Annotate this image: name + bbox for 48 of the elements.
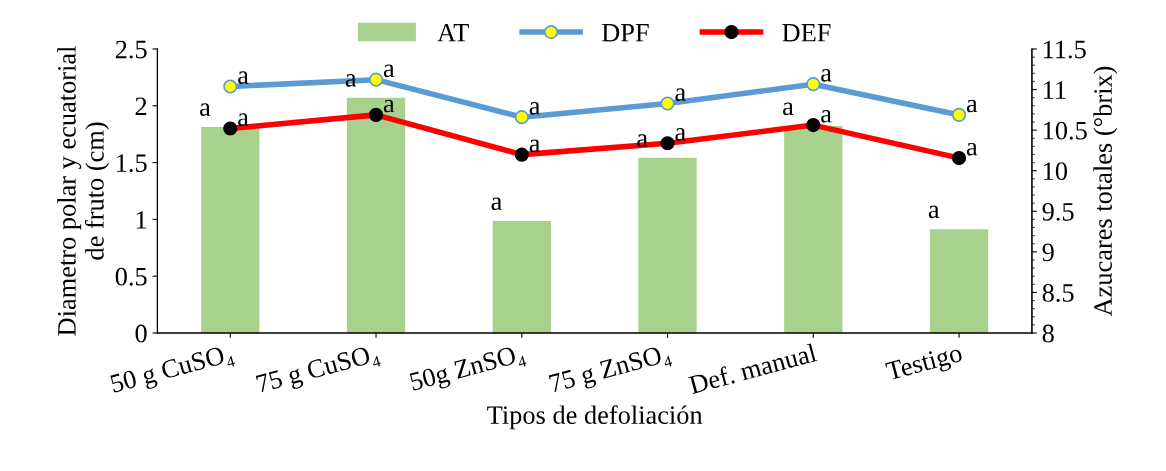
data-label: a <box>529 101 541 115</box>
x-tick-label: 75 g CuSO₄ <box>255 343 382 399</box>
point <box>368 72 384 87</box>
data-label: a <box>928 205 940 219</box>
data-label: a <box>821 109 832 123</box>
y2-tick-label: 10.5 <box>1043 121 1087 140</box>
y2-axis-title: Azucares totales (°brix) <box>1093 66 1118 317</box>
y-axis-title: Diametro polar y ecuatorial de fruto (cm) <box>57 46 110 336</box>
y2-tick-label: 10 <box>1043 162 1068 181</box>
point <box>660 96 675 111</box>
legend-label: DPF <box>601 24 649 42</box>
point <box>951 107 967 122</box>
x-axis-title: Tipos de defoliación <box>487 405 703 430</box>
data-label: a <box>966 142 978 156</box>
x-tick-label: Testigo <box>885 343 965 386</box>
legend-label: AT <box>437 23 469 42</box>
data-label: a <box>383 64 395 78</box>
y2-tick-label: 8 <box>1042 324 1054 343</box>
point <box>223 79 238 94</box>
y-tick-label: 0 <box>135 324 147 343</box>
x-tick-label: 50 g CuSO₄ <box>109 343 236 399</box>
y-tick-label: 0.5 <box>115 267 147 286</box>
y2-tick-label: 9.5 <box>1042 202 1074 221</box>
data-label: a <box>783 102 794 116</box>
point <box>806 77 821 92</box>
y2-tick-label: 9 <box>1042 243 1054 262</box>
y-tick-label: 2 <box>135 97 147 115</box>
y-tick-label: 1.5 <box>117 154 147 173</box>
y2-tick-label: 8.5 <box>1042 284 1074 302</box>
legend-label: DEF <box>782 24 831 42</box>
y-tick-label: 1 <box>136 211 147 229</box>
point <box>514 110 529 125</box>
data-label: a <box>383 99 395 113</box>
y2-tick-label: 11.5 <box>1043 40 1086 59</box>
data-label: a <box>200 103 211 116</box>
data-label: a <box>675 88 686 101</box>
data-label: a <box>966 99 978 113</box>
y2-tick-label: 11 <box>1043 81 1066 99</box>
data-label: a <box>491 197 502 211</box>
data-label: a <box>529 139 541 153</box>
x-tick-label: 50g ZnSO₄ <box>409 343 528 397</box>
data-label: a <box>675 128 686 141</box>
data-label: a <box>821 69 832 82</box>
data-label: a <box>238 113 249 126</box>
x-tick-label: Def. manual <box>687 342 818 395</box>
x-tick-label: 75 g ZnSO₄ <box>548 343 673 398</box>
y-tick-label: 2.5 <box>115 40 147 59</box>
data-label: a <box>238 71 249 84</box>
